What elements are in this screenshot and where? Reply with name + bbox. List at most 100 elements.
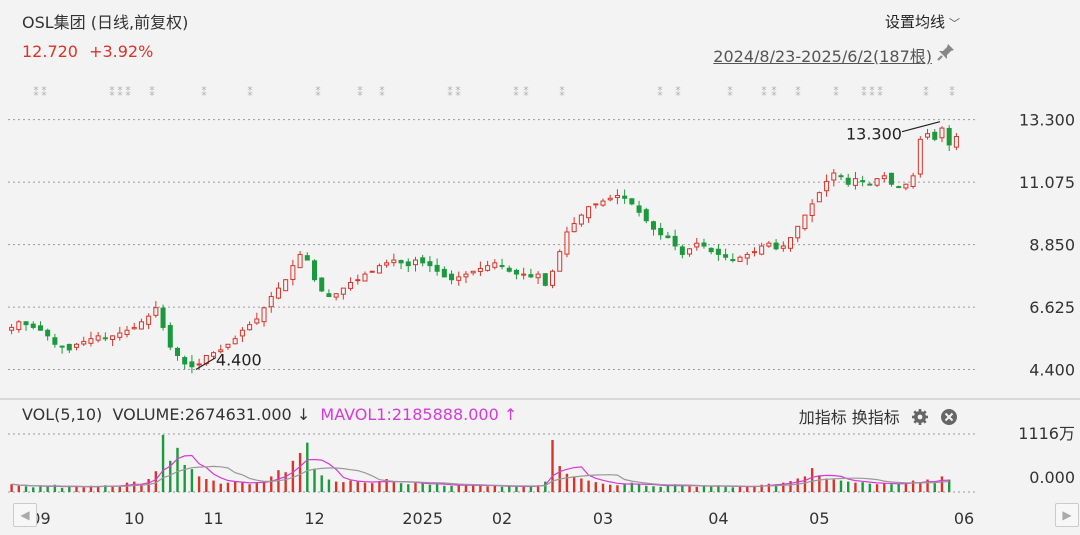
- date-range[interactable]: 2024/8/23-2025/6/2(187根): [713, 47, 932, 66]
- x-tick-label: 06: [954, 509, 974, 528]
- ma-setting-button[interactable]: 设置均线 ﹀: [885, 11, 960, 32]
- volume-bar: [219, 483, 222, 492]
- volume-bar: [197, 476, 201, 492]
- candle-body: [925, 133, 931, 138]
- volume-bar: [890, 484, 893, 492]
- volume-bar: [356, 481, 359, 492]
- ma-setting-label: 设置均线: [884, 13, 945, 31]
- gear-icon[interactable]: [911, 408, 929, 426]
- scroll-left-button[interactable]: ◀: [13, 503, 37, 527]
- volume-bar: [897, 483, 900, 492]
- volume-bar: [666, 485, 670, 492]
- close-icon[interactable]: [940, 408, 958, 426]
- volume-bar: [738, 486, 742, 492]
- mavol-value: MAVOL1:2185888.000: [320, 405, 499, 424]
- vol-label: VOL(5,10): [22, 405, 103, 424]
- event-marker: ⁑: [513, 86, 519, 99]
- volume-bar: [847, 481, 850, 492]
- candle-body: [737, 256, 743, 262]
- scroll-right-button[interactable]: ▶: [1055, 503, 1079, 527]
- candle-body: [189, 361, 195, 368]
- volume-bar: [681, 485, 684, 492]
- volume-tick-label: 0.000: [1029, 468, 1075, 487]
- volume-tools: 加指标 换指标: [799, 404, 958, 428]
- volume-bar: [753, 485, 756, 492]
- volume-bar: [652, 486, 655, 492]
- price-change: +3.92%: [89, 42, 154, 61]
- candle-body: [629, 198, 635, 205]
- volume-bar: [190, 469, 194, 492]
- volume-bar: [659, 486, 662, 492]
- candle-body: [852, 178, 858, 186]
- volume-bar: [233, 481, 237, 492]
- volume-bar: [536, 485, 540, 492]
- event-marker: ⁑: [125, 86, 131, 99]
- switch-indicator-button[interactable]: 换指标: [851, 408, 900, 427]
- y-tick-label: 4.400: [1029, 361, 1075, 380]
- event-marker: ⁑: [675, 86, 681, 99]
- candle-body: [124, 329, 130, 336]
- price-annotations: 13.300 4.400: [195, 121, 941, 371]
- low-arrow: [195, 357, 217, 371]
- candle-body: [110, 335, 116, 340]
- candle-body: [636, 205, 642, 213]
- volume-bar: [212, 480, 215, 492]
- event-marker: ⁑: [41, 86, 47, 99]
- candle-body: [283, 279, 289, 292]
- event-marker: ⁑: [109, 86, 115, 99]
- volume-bar: [96, 486, 100, 492]
- candle-body: [571, 223, 577, 233]
- candle-body: [182, 357, 188, 365]
- candle-body: [333, 293, 339, 298]
- volume-bar: [10, 484, 13, 492]
- add-indicator-button[interactable]: 加指标: [798, 408, 847, 427]
- volume-bar: [616, 485, 619, 492]
- candle-body: [679, 246, 685, 255]
- volume-header: VOL(5,10) VOLUME:2674631.000 ↓ MAVOL1:21…: [22, 405, 517, 424]
- pin-icon[interactable]: [936, 42, 956, 62]
- candle-body: [788, 237, 794, 249]
- volume-bar: [594, 482, 597, 492]
- volume-bar: [832, 479, 835, 492]
- volume-bar: [248, 484, 251, 492]
- volume-bar: [796, 478, 799, 492]
- volume-bar: [515, 486, 518, 492]
- candle-body: [9, 326, 15, 331]
- volume-bar: [183, 464, 186, 492]
- volume-bar: [717, 485, 720, 492]
- candle-body: [74, 343, 80, 348]
- event-marker: ⁑: [559, 86, 565, 99]
- candle-body: [261, 307, 267, 323]
- volume-bar: [450, 485, 453, 492]
- candle-body: [405, 261, 411, 267]
- x-tick-label: 02: [492, 509, 512, 528]
- volume-bar: [226, 482, 230, 492]
- low-label: 4.400: [216, 351, 262, 370]
- candle-body: [607, 197, 613, 201]
- candle-body: [946, 127, 952, 146]
- event-marker: ⁑: [833, 86, 839, 99]
- volume-bar: [911, 480, 915, 492]
- volume-bar: [774, 484, 778, 492]
- volume-bar: [601, 483, 605, 492]
- candle-body: [391, 259, 397, 264]
- candle-body: [225, 343, 231, 348]
- candle-body: [326, 293, 332, 298]
- candle-body: [687, 248, 693, 255]
- volume-bar: [623, 483, 626, 492]
- candle-body: [312, 260, 318, 281]
- candle-body: [167, 325, 173, 348]
- candle-body: [88, 338, 94, 344]
- event-marker: ⁑: [117, 86, 123, 99]
- y-tick-label: 8.850: [1029, 236, 1075, 255]
- volume-bar: [443, 485, 446, 492]
- last-price: 12.720: [22, 42, 78, 61]
- candle-body: [672, 235, 678, 247]
- volume-bar: [205, 479, 208, 492]
- candle-body: [427, 261, 433, 267]
- volume-bar: [471, 485, 475, 492]
- candle-body: [485, 265, 491, 271]
- volume-bar: [17, 485, 21, 492]
- candle-body: [319, 277, 325, 292]
